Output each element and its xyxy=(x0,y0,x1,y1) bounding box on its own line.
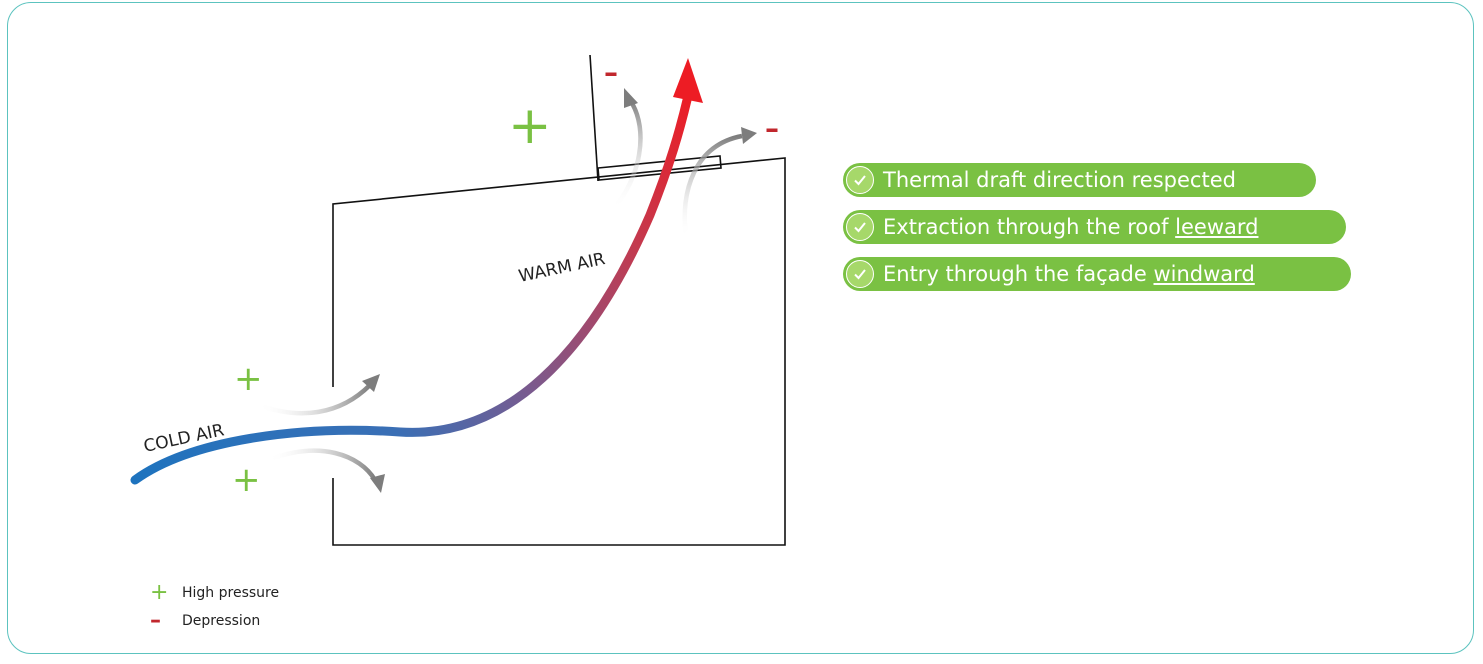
plus-sign-top-entry: + xyxy=(234,359,263,399)
checklist-text: Extraction through the roof xyxy=(883,215,1176,239)
checklist-item-extraction: Extraction through the roof leeward xyxy=(843,210,1346,244)
building-outline xyxy=(332,54,786,546)
legend-depression: – Depression xyxy=(150,608,260,633)
airflow-curve xyxy=(130,91,693,485)
plus-sign-bottom-entry: + xyxy=(232,460,261,500)
check-icon xyxy=(846,166,874,194)
check-icon xyxy=(846,260,874,288)
legend-depression-label: Depression xyxy=(182,612,261,629)
outflow-arrow-right xyxy=(682,127,757,239)
check-icon xyxy=(846,213,874,241)
checklist-item-thermal-draft: Thermal draft direction respected xyxy=(843,163,1316,197)
minus-sign-leeward: – xyxy=(765,112,779,145)
minus-sign-chimney: – xyxy=(604,56,618,89)
diagram-frame xyxy=(7,2,1474,654)
warm-air-label: WARM AIR xyxy=(517,249,607,287)
checklist-text: Thermal draft direction respected xyxy=(883,168,1236,192)
checklist-underlined: leeward xyxy=(1175,215,1259,239)
plus-legend-icon: + xyxy=(150,580,169,605)
checklist-text: Entry through the façade xyxy=(883,262,1154,286)
checklist-underlined: windward xyxy=(1153,262,1255,286)
checklist-item-entry: Entry through the façade windward xyxy=(843,257,1351,291)
minus-legend-icon: – xyxy=(150,608,161,633)
outflow-arrow-left xyxy=(610,88,643,212)
plus-sign-roof: + xyxy=(508,96,552,156)
legend-high-pressure: + High pressure xyxy=(150,580,279,605)
warm-air-arrowhead xyxy=(673,58,703,103)
legend-high-pressure-label: High pressure xyxy=(182,584,280,601)
inflow-arrow-bottom xyxy=(267,448,385,493)
inflow-arrow-top xyxy=(257,374,380,416)
